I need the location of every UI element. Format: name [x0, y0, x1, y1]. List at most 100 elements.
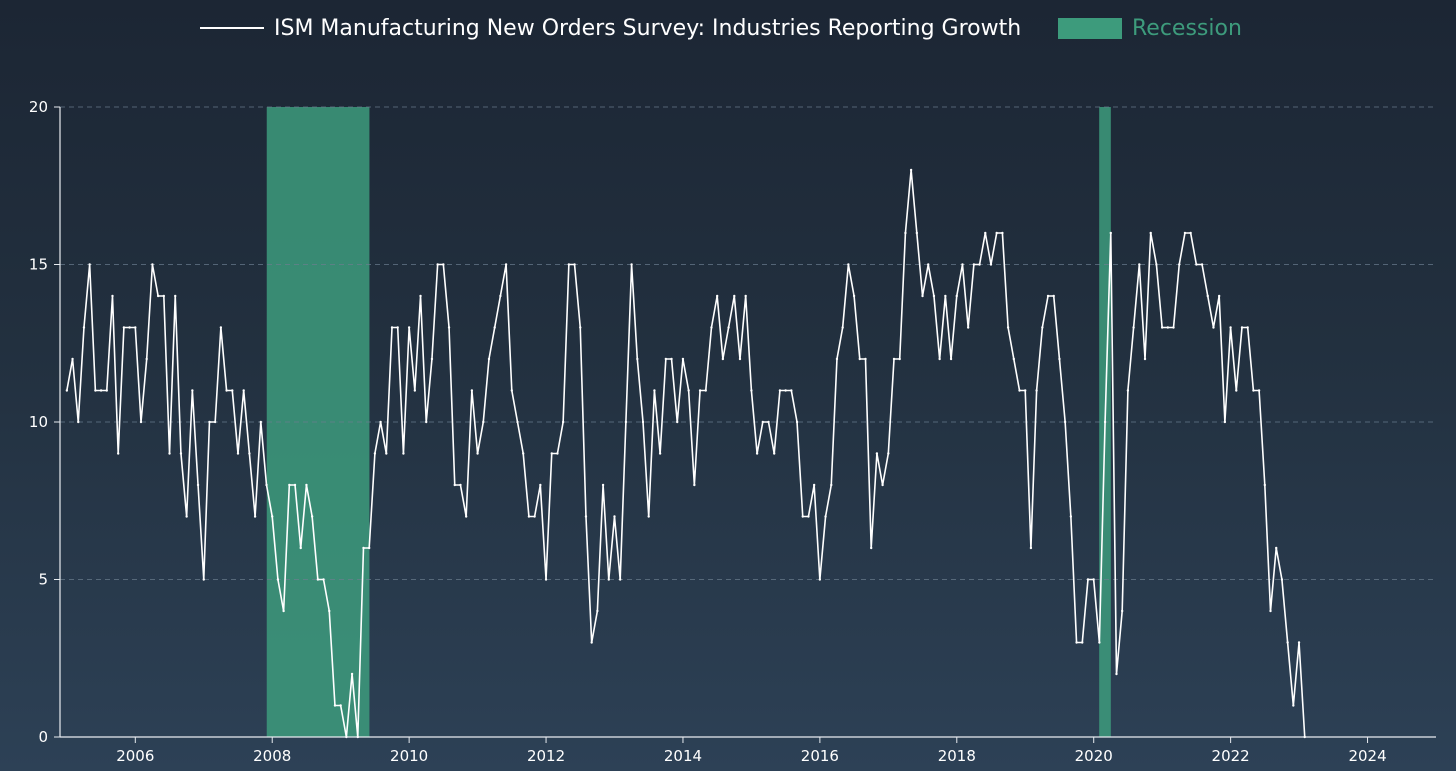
data-point-73 [482, 420, 485, 424]
data-point-4 [88, 263, 91, 266]
data-point-115 [721, 357, 725, 361]
data-point-128 [795, 420, 799, 424]
data-point-169 [1029, 546, 1033, 550]
data-point-69 [459, 483, 462, 487]
data-point-71 [470, 389, 474, 392]
data-point-139 [858, 357, 861, 361]
data-point-190 [1149, 231, 1152, 235]
data-point-89 [573, 263, 576, 266]
data-point-0 [65, 389, 69, 392]
data-point-120 [750, 389, 753, 392]
data-point-166 [1012, 357, 1016, 361]
data-point-168 [1024, 389, 1027, 392]
data-point-100 [636, 357, 639, 361]
data-point-162 [989, 263, 993, 266]
data-point-172 [1046, 294, 1050, 298]
data-point-55 [379, 420, 382, 424]
data-point-90 [579, 326, 582, 329]
data-point-153 [938, 357, 941, 361]
data-point-28 [225, 389, 228, 392]
x-tick-labels: 2006 2008 2010 2012 2014 2016 2018 2020 2022 2024 [116, 737, 1387, 765]
recession-band-1 [266, 107, 370, 737]
data-point-203 [1223, 420, 1227, 424]
data-point-43 [310, 515, 314, 518]
data-point-152 [932, 294, 936, 298]
data-point-201 [1212, 326, 1215, 329]
data-point-38 [282, 609, 285, 613]
data-point-191 [1155, 263, 1158, 266]
data-point-99 [630, 263, 633, 266]
data-point-66 [442, 263, 445, 266]
data-point-27 [219, 326, 223, 329]
data-point-53 [367, 546, 371, 550]
data-point-192 [1160, 326, 1164, 329]
data-point-122 [761, 420, 764, 424]
data-point-147 [904, 231, 907, 235]
data-point-193 [1166, 326, 1170, 329]
data-point-116 [727, 326, 730, 329]
data-point-31 [242, 389, 245, 392]
data-point-77 [504, 263, 508, 266]
data-point-24 [202, 578, 205, 581]
data-point-106 [670, 357, 673, 361]
data-point-117 [733, 294, 736, 298]
data-point-16 [156, 294, 160, 298]
data-point-47 [333, 704, 337, 707]
data-point-82 [533, 515, 536, 518]
data-point-177 [1075, 641, 1078, 644]
data-point-119 [744, 294, 747, 298]
data-point-126 [784, 389, 787, 392]
data-point-171 [1041, 326, 1044, 329]
data-point-33 [253, 515, 257, 518]
data-point-32 [248, 452, 251, 455]
data-point-132 [818, 578, 822, 581]
data-point-98 [624, 420, 628, 424]
data-point-197 [1189, 231, 1192, 235]
data-point-109 [687, 389, 690, 392]
data-point-146 [898, 357, 901, 361]
data-point-76 [499, 294, 502, 298]
data-point-12 [134, 326, 137, 329]
data-point-34 [259, 420, 262, 424]
data-point-136 [841, 326, 844, 329]
data-point-182 [1103, 420, 1107, 424]
data-point-18 [168, 452, 171, 455]
data-point-208 [1252, 389, 1255, 392]
x-tick-label-2014: 2014 [664, 747, 702, 765]
data-point-49 [345, 735, 348, 739]
y-tick-label-0: 0 [38, 728, 48, 746]
data-point-91 [584, 515, 588, 518]
legend-recession-label: Recession [1132, 16, 1242, 41]
data-point-204 [1229, 326, 1232, 329]
data-point-199 [1200, 263, 1204, 266]
data-point-45 [322, 578, 325, 581]
data-point-88 [567, 263, 571, 266]
data-point-180 [1092, 578, 1095, 581]
series-points-1 [65, 168, 1306, 739]
data-point-62 [419, 294, 422, 298]
data-point-59 [402, 452, 405, 455]
data-point-11 [128, 326, 131, 329]
data-point-216 [1297, 641, 1301, 644]
data-point-46 [328, 609, 331, 613]
data-point-10 [122, 326, 126, 329]
data-point-137 [847, 263, 850, 266]
data-point-54 [373, 452, 377, 455]
data-point-176 [1069, 515, 1073, 518]
data-point-110 [693, 483, 696, 487]
data-point-157 [961, 263, 964, 266]
x-tick-label-2012: 2012 [527, 747, 565, 765]
y-tick-label-10: 10 [29, 413, 48, 431]
data-point-213 [1280, 578, 1284, 581]
data-point-78 [510, 389, 513, 392]
data-point-198 [1195, 263, 1198, 266]
data-point-155 [949, 357, 953, 361]
data-point-63 [425, 420, 428, 424]
data-point-17 [162, 294, 166, 298]
data-point-187 [1132, 326, 1135, 329]
data-point-141 [869, 546, 873, 550]
data-point-79 [516, 420, 519, 424]
data-point-93 [596, 609, 599, 613]
data-point-85 [550, 452, 553, 455]
